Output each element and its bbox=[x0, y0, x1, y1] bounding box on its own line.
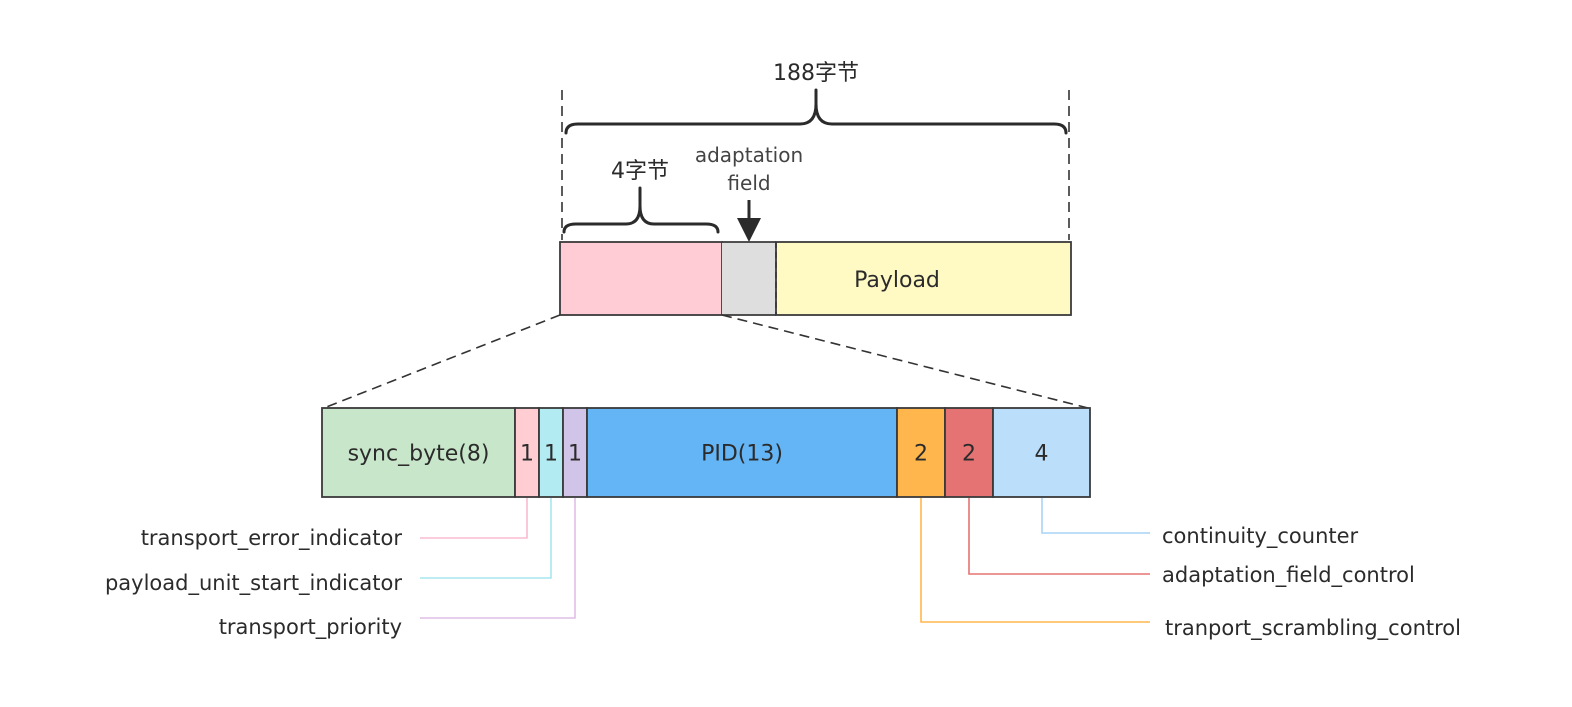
zoom-line-right bbox=[721, 314, 1089, 409]
field-label-pusi: 1 bbox=[544, 442, 558, 467]
field-box-sync-byte bbox=[321, 407, 516, 498]
adaptation-field-label-line1: adaptation bbox=[695, 143, 803, 167]
zoom-line-left bbox=[323, 314, 561, 409]
annotation-adaptation-field-control: adaptation_field_control bbox=[1162, 563, 1415, 588]
field-label-pid: PID(13) bbox=[701, 442, 783, 467]
packet-length-label: 188字节 bbox=[773, 61, 859, 86]
leader-transport-error-indicator bbox=[420, 498, 528, 539]
annotation-transport-priority: transport_priority bbox=[219, 615, 402, 640]
field-label-tp: 1 bbox=[568, 442, 582, 467]
annotation-continuity-counter: continuity_counter bbox=[1162, 524, 1359, 549]
arrow-down-icon bbox=[737, 218, 761, 242]
annotation-leaders bbox=[420, 498, 1150, 623]
field-box-pusi bbox=[538, 407, 564, 498]
leader-tranport-scrambling-control bbox=[920, 498, 1150, 623]
leader-transport-priority bbox=[420, 498, 576, 619]
annotation-transport-error-indicator: transport_error_indicator bbox=[141, 526, 403, 551]
leader-payload-unit-start-indicator bbox=[420, 498, 552, 579]
field-box-pid bbox=[586, 407, 898, 498]
field-label-sync-byte: sync_byte(8) bbox=[348, 442, 490, 467]
annotation-payload-unit-start-indicator: payload_unit_start_indicator bbox=[105, 571, 402, 596]
adaptation-field-label-line2: field bbox=[727, 171, 770, 195]
payload-label: Payload bbox=[854, 268, 940, 293]
field-box-afc bbox=[944, 407, 994, 498]
leader-adaptation-field-control bbox=[968, 498, 1150, 575]
field-label-tsc: 2 bbox=[914, 442, 928, 467]
packet-length-brace bbox=[564, 88, 1068, 135]
payload-box bbox=[775, 241, 1072, 316]
field-label-tei: 1 bbox=[520, 442, 534, 467]
header-length-brace bbox=[562, 186, 720, 234]
header-box bbox=[559, 241, 723, 316]
header-fields-row: sync_byte(8) 1 1 1 PID(13) 2 2 4 bbox=[321, 407, 1091, 498]
field-box-tsc bbox=[896, 407, 946, 498]
leader-continuity-counter bbox=[1041, 498, 1150, 534]
field-label-afc: 2 bbox=[962, 442, 976, 467]
annotation-tranport-scrambling-control: tranport_scrambling_control bbox=[1165, 616, 1461, 641]
adaptation-field-box bbox=[722, 242, 776, 315]
field-box-cc bbox=[992, 407, 1091, 498]
field-label-cc: 4 bbox=[1035, 442, 1049, 467]
header-length-label: 4字节 bbox=[611, 159, 669, 184]
